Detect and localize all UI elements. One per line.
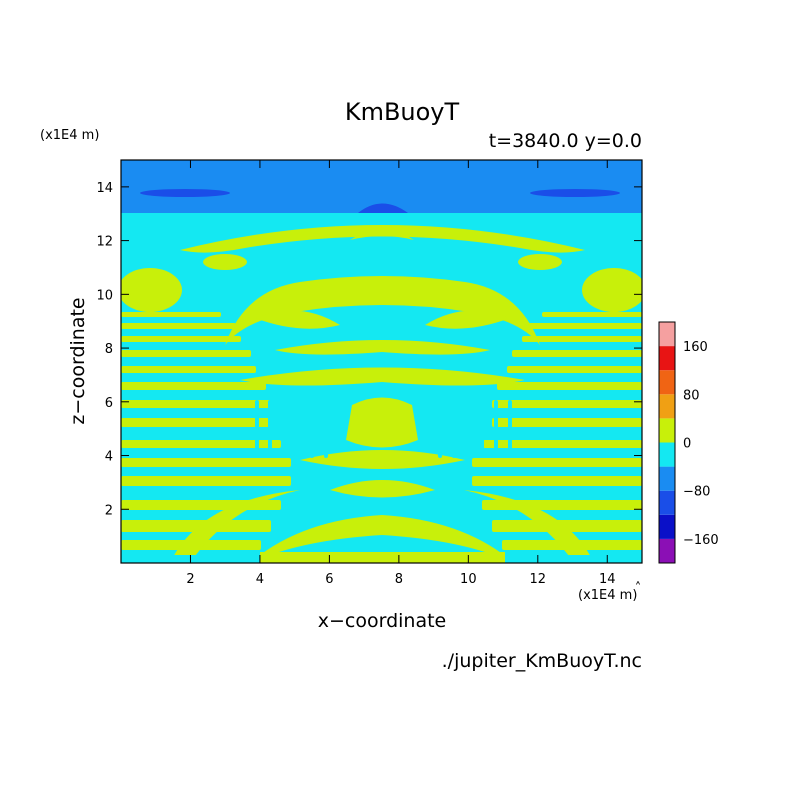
heatmap-field: [121, 160, 642, 563]
colorbar-swatch: [659, 346, 675, 371]
colorbar-tick-label: −160: [683, 533, 719, 548]
plot-frame: [120, 159, 643, 564]
colorbar-swatch: [659, 442, 675, 467]
x-tick-label: 14: [599, 572, 616, 587]
y-tick-label: 4: [105, 450, 113, 465]
chart-title: KmBuoyT: [344, 98, 460, 126]
colorbar-swatch: [659, 490, 675, 515]
colorbar-swatch: [659, 538, 675, 563]
x-tick-label: 4: [256, 572, 264, 587]
colorbar-frame: [658, 321, 676, 564]
x-tick-label: 6: [325, 572, 333, 587]
colorbar-tick-label: 80: [683, 388, 700, 403]
y-tick-label: 12: [96, 235, 113, 250]
colorbar: −160 −80 0 80 160: [658, 321, 719, 564]
y-tick-label: 10: [96, 288, 113, 303]
source-filename: ./jupiter_KmBuoyT.nc: [441, 650, 642, 672]
x-tick-label: 8: [395, 572, 403, 587]
x-tick-label: 12: [530, 572, 547, 587]
x-axis-unit: (x1E4 m): [578, 588, 638, 603]
y-tick-label: 2: [105, 503, 113, 518]
colorbar-swatch: [659, 394, 675, 419]
colorbar-swatch: [659, 466, 675, 491]
colorbar-tick-label: 160: [683, 340, 708, 355]
colorbar-swatch: [659, 514, 675, 539]
time-info: t=3840.0 y=0.0: [488, 130, 642, 152]
y-tick-label: 6: [105, 396, 113, 411]
x-axis-label: x−coordinate: [317, 610, 447, 632]
axes: 2 4 6 8 10 12 14 2 4 6 8 10 12 14: [96, 160, 642, 587]
y-tick-label: 8: [105, 342, 113, 357]
x-tick-label: 10: [460, 572, 477, 587]
y-tick-label: 14: [96, 181, 113, 196]
axis-marker: ˄: [635, 581, 642, 596]
z-axis-unit: (x1E4 m): [40, 128, 100, 143]
colorbar-tick-label: −80: [683, 485, 710, 500]
colorbar-tick-label: 0: [683, 437, 691, 452]
colorbar-swatch: [659, 370, 675, 395]
colorbar-swatch: [659, 322, 675, 347]
colorbar-swatch: [659, 418, 675, 443]
x-tick-label: 2: [186, 572, 194, 587]
